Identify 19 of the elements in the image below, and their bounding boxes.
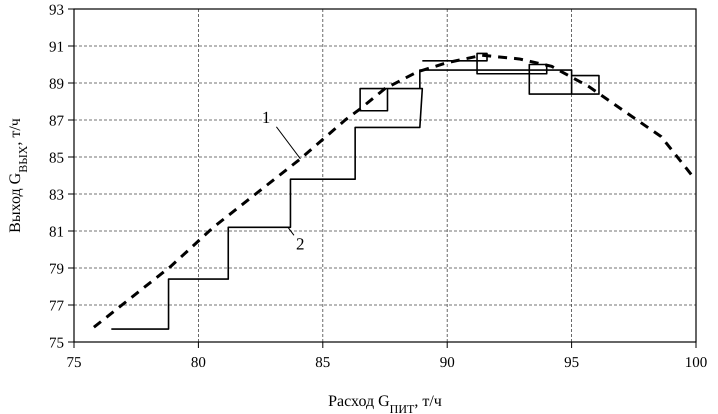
y-tick-label: 85 <box>49 150 64 166</box>
y-tick-label: 79 <box>49 261 64 278</box>
y-tick-label: 75 <box>49 335 64 352</box>
y-tick-label: 83 <box>49 187 64 204</box>
y-tick-label: 77 <box>49 298 64 314</box>
x-tick-label: 100 <box>684 355 708 371</box>
x-axis-title: Расход G$_{ПИТ}$, т/ч <box>328 393 442 414</box>
y-tick-label: 89 <box>49 76 64 92</box>
x-tick-label: 90 <box>440 355 455 371</box>
y-tick-label: 87 <box>49 113 64 130</box>
y-tick-label: 81 <box>49 224 64 240</box>
annotation: 1 <box>262 108 270 127</box>
y-tick-label: 91 <box>49 39 64 56</box>
x-tick-label: 75 <box>66 355 82 371</box>
annotation: 2 <box>296 234 304 254</box>
y-tick-label: 93 <box>49 2 64 18</box>
x-tick-label: 95 <box>564 355 580 371</box>
x-tick-label: 80 <box>190 355 206 371</box>
x-tick-label: 85 <box>315 355 330 371</box>
